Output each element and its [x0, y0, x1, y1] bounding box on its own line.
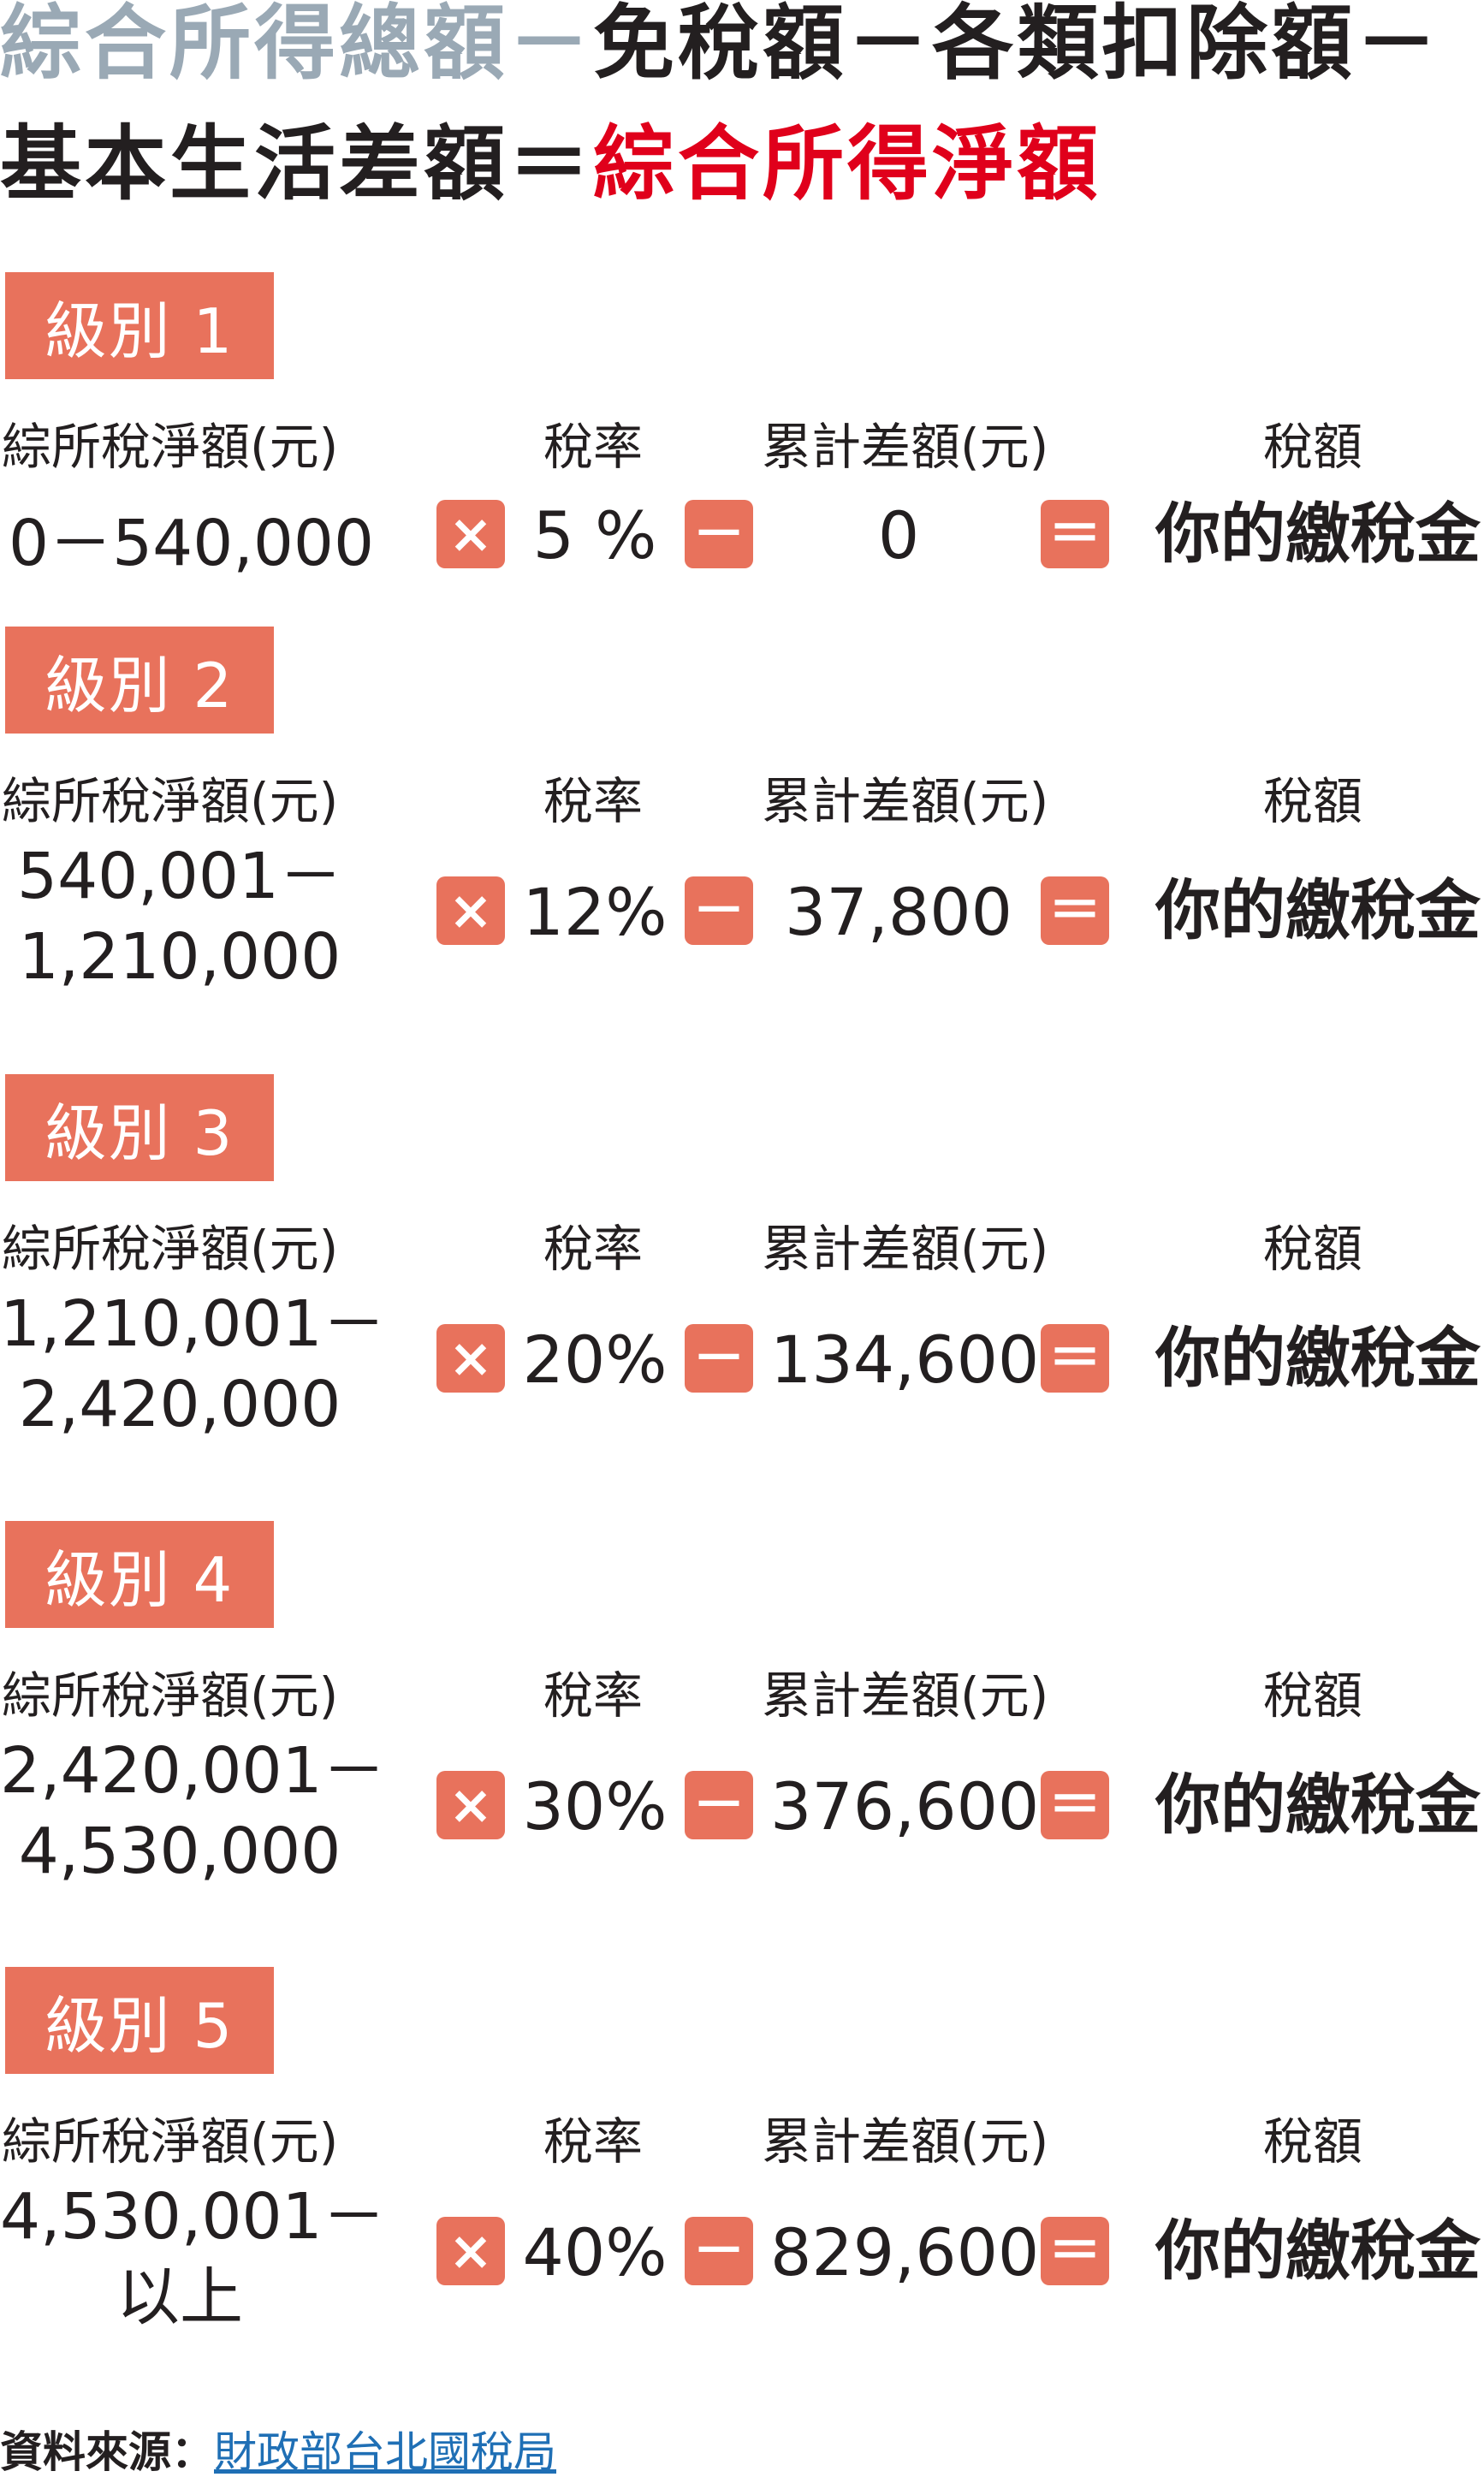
- header-tax: 稅額: [1263, 418, 1363, 476]
- formula-result-net-income: 綜合所得淨額: [593, 117, 1102, 211]
- source-credit: 資料來源：財政部台北國稅局: [0, 2431, 556, 2474]
- formula-equals-operator: ＝: [508, 117, 594, 211]
- income-range-start: 4,530,001－: [0, 2180, 386, 2254]
- header-net-income: 綜所稅淨額(元): [2, 1666, 339, 1725]
- tier-section-3: 級別 3 綜所稅淨額(元) 稅率 累計差額(元) 稅額 1,210,001－ 2…: [0, 1074, 1484, 1498]
- source-link[interactable]: 財政部台北國稅局: [214, 2427, 556, 2477]
- tier-section-5: 級別 5 綜所稅淨額(元) 稅率 累計差額(元) 稅額 4,530,001－ 以…: [0, 1967, 1484, 2391]
- income-range-start: 2,420,001－: [0, 1734, 386, 1808]
- header-tax: 稅額: [1263, 1666, 1363, 1725]
- formula-minus-operator: －: [847, 0, 933, 91]
- tax-result: 你的繳稅金: [1155, 2213, 1481, 2289]
- income-range-end: 以上: [116, 2260, 243, 2334]
- tier-section-2: 級別 2 綜所稅淨額(元) 稅率 累計差額(元) 稅額 540,001－ 1,2…: [0, 627, 1484, 1050]
- equals-icon: ＝: [1041, 1771, 1109, 1839]
- minus-icon: －: [685, 2217, 753, 2285]
- tax-rate: 30%: [522, 1768, 668, 1844]
- minus-icon: －: [685, 500, 753, 568]
- minus-icon: －: [685, 876, 753, 945]
- income-range: 0－540,000: [9, 507, 375, 580]
- times-icon: ×: [436, 2217, 505, 2285]
- progressive-difference: 37,800: [785, 874, 1012, 950]
- header-tax: 稅額: [1263, 2112, 1363, 2171]
- income-range-end: 4,530,000: [18, 1815, 341, 1888]
- equals-icon: ＝: [1041, 2217, 1109, 2285]
- header-net-income: 綜所稅淨額(元): [2, 2112, 339, 2171]
- times-icon: ×: [436, 876, 505, 945]
- equals-icon: ＝: [1041, 1324, 1109, 1393]
- minus-icon: －: [685, 1771, 753, 1839]
- header-net-income: 綜所稅淨額(元): [2, 772, 339, 830]
- tax-result: 你的繳稅金: [1155, 496, 1481, 572]
- tier-label: 級別 1: [5, 272, 274, 379]
- formula-line-1: 綜合所得總額－免稅額－各類扣除額－: [0, 3, 1440, 85]
- tax-rate: 40%: [522, 2214, 668, 2290]
- income-range-start: 1,210,001－: [0, 1287, 386, 1361]
- header-deduction: 累計差額(元): [762, 418, 1049, 476]
- header-net-income: 綜所稅淨額(元): [2, 1220, 339, 1278]
- times-icon: ×: [436, 1324, 505, 1393]
- progressive-difference: 134,600: [770, 1322, 1040, 1398]
- formula-term-deductions: 各類扣除額: [932, 0, 1356, 91]
- formula-term-exemption: 免稅額: [593, 0, 848, 91]
- header-net-income: 綜所稅淨額(元): [2, 418, 339, 476]
- times-icon: ×: [436, 500, 505, 568]
- header-tax: 稅額: [1263, 772, 1363, 830]
- header-rate: 稅率: [543, 2112, 644, 2171]
- tier-section-4: 級別 4 綜所稅淨額(元) 稅率 累計差額(元) 稅額 2,420,001－ 4…: [0, 1521, 1484, 1945]
- tax-result: 你的繳稅金: [1155, 872, 1481, 948]
- progressive-difference: 0: [877, 497, 920, 573]
- tax-result: 你的繳稅金: [1155, 1767, 1481, 1843]
- tier-label: 級別 5: [5, 1967, 274, 2074]
- income-range: 1,210,001－ 2,420,000: [0, 1284, 386, 1445]
- source-label: 資料來源：: [0, 2427, 214, 2477]
- times-icon: ×: [436, 1771, 505, 1839]
- formula-term-gross-income: 綜合所得總額: [0, 0, 509, 91]
- equals-icon: ＝: [1041, 876, 1109, 945]
- minus-icon: －: [685, 1324, 753, 1393]
- header-deduction: 累計差額(元): [762, 1220, 1049, 1278]
- income-range: 4,530,001－ 以上: [0, 2177, 386, 2337]
- header-deduction: 累計差額(元): [762, 2112, 1049, 2171]
- income-range-end: 1,210,000: [18, 920, 341, 994]
- income-range: 540,001－ 1,210,000: [0, 836, 359, 997]
- tier-label: 級別 4: [5, 1521, 274, 1628]
- income-range-end: 2,420,000: [18, 1368, 341, 1441]
- header-rate: 稅率: [543, 772, 644, 830]
- tier-label: 級別 2: [5, 627, 274, 734]
- tax-rate: 20%: [522, 1322, 668, 1398]
- header-rate: 稅率: [543, 1220, 644, 1278]
- tier-label: 級別 3: [5, 1074, 274, 1181]
- formula-minus-operator: －: [1356, 0, 1441, 91]
- progressive-difference: 829,600: [770, 2214, 1040, 2290]
- header-rate: 稅率: [543, 418, 644, 476]
- tax-rate: 12%: [522, 874, 668, 950]
- header-rate: 稅率: [543, 1666, 644, 1725]
- income-range-start: 540,001－: [16, 840, 342, 913]
- progressive-difference: 376,600: [770, 1768, 1040, 1844]
- formula-line-2: 基本生活差額＝綜合所得淨額: [0, 124, 1101, 205]
- tax-rate: 5 %: [532, 497, 657, 573]
- formula-term-basic-living: 基本生活差額: [0, 117, 509, 211]
- income-range: 2,420,001－ 4,530,000: [0, 1731, 386, 1892]
- header-deduction: 累計差額(元): [762, 1666, 1049, 1725]
- header-deduction: 累計差額(元): [762, 772, 1049, 830]
- header-tax: 稅額: [1263, 1220, 1363, 1278]
- equals-icon: ＝: [1041, 500, 1109, 568]
- formula-minus-operator: －: [508, 0, 594, 91]
- tier-section-1: 級別 1 綜所稅淨額(元) 稅率 累計差額(元) 稅額 0－540,000 × …: [0, 272, 1484, 696]
- tax-result: 你的繳稅金: [1155, 1320, 1481, 1396]
